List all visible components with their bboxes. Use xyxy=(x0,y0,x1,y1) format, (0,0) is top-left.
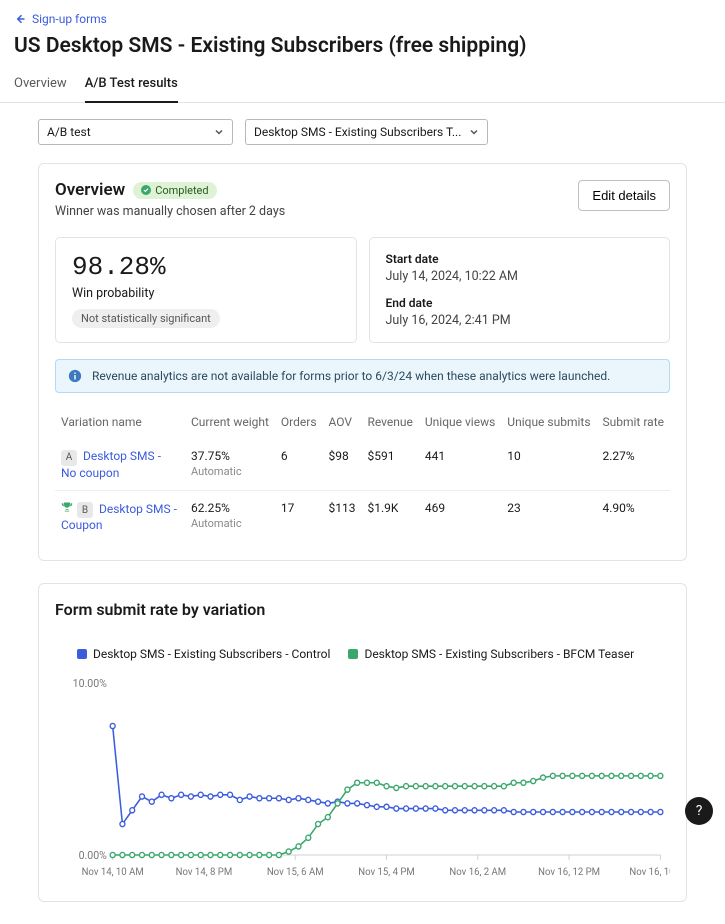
table-row: ADesktop SMS - No coupon37.75%Automatic6… xyxy=(55,439,670,490)
legend-label: Desktop SMS - Existing Subscribers - BFC… xyxy=(364,647,634,661)
tab-ab-test-results[interactable]: A/B Test results xyxy=(85,68,178,103)
cell-unique_submits: 10 xyxy=(501,439,596,490)
end-date-value: July 16, 2024, 2:41 PM xyxy=(386,313,654,328)
cell-submit_rate: 4.90% xyxy=(597,490,670,542)
chevron-down-icon xyxy=(214,127,224,137)
weight-sub: Automatic xyxy=(191,517,269,530)
check-circle-icon xyxy=(141,185,151,195)
th-orders: Orders xyxy=(275,405,323,439)
status-badge: Completed xyxy=(133,182,216,199)
status-badge-label: Completed xyxy=(155,184,208,197)
cell-unique_views: 441 xyxy=(419,439,501,490)
weight-value: 62.25% xyxy=(191,501,230,515)
page-title: US Desktop SMS - Existing Subscribers (f… xyxy=(0,30,725,68)
tab-overview[interactable]: Overview xyxy=(14,68,67,103)
info-icon xyxy=(68,369,82,383)
help-button[interactable]: ? xyxy=(685,797,713,825)
cell-aov: $113 xyxy=(323,490,362,542)
svg-text:0.00%: 0.00% xyxy=(79,849,107,862)
end-date-label: End date xyxy=(386,296,654,310)
th-variation: Variation name xyxy=(55,405,185,439)
legend-swatch xyxy=(77,649,87,659)
svg-text:Nov 16, 2 AM: Nov 16, 2 AM xyxy=(449,867,506,878)
legend-swatch xyxy=(348,649,358,659)
cell-aov: $98 xyxy=(323,439,362,490)
variation-marker: A xyxy=(61,450,77,466)
filter-variation-select[interactable]: Desktop SMS - Existing Subscribers T... xyxy=(245,119,488,145)
th-aov: AOV xyxy=(323,405,362,439)
submit-rate-chart: 10.00% 0.00% Nov 14, 10 AM Nov 14, 8 PM Nov … xyxy=(55,673,670,883)
variation-marker: B xyxy=(77,502,93,518)
info-banner: Revenue analytics are not available for … xyxy=(55,359,670,393)
cell-orders: 17 xyxy=(275,490,323,542)
filter-variation-value: Desktop SMS - Existing Subscribers T... xyxy=(254,125,461,139)
filter-row: A/B test Desktop SMS - Existing Subscrib… xyxy=(0,103,725,163)
trophy-icon xyxy=(61,502,73,516)
th-revenue: Revenue xyxy=(362,405,419,439)
cell-revenue: $1.9K xyxy=(362,490,419,542)
chevron-down-icon xyxy=(469,127,479,137)
th-unique-views: Unique views xyxy=(419,405,501,439)
breadcrumb-label: Sign-up forms xyxy=(32,12,107,26)
cell-submit_rate: 2.27% xyxy=(597,439,670,490)
win-probability-value: 98.28% xyxy=(72,252,340,282)
svg-text:10.00%: 10.00% xyxy=(73,677,107,690)
cell-orders: 6 xyxy=(275,439,323,490)
weight-sub: Automatic xyxy=(191,465,269,478)
overview-subtitle: Winner was manually chosen after 2 days xyxy=(55,204,285,219)
chart-legend: Desktop SMS - Existing Subscribers - Con… xyxy=(77,647,670,661)
cell-revenue: $591 xyxy=(362,439,419,490)
svg-text:Nov 16, 10 PM: Nov 16, 10 PM xyxy=(629,867,670,878)
start-date-label: Start date xyxy=(386,252,654,266)
svg-text:Nov 14, 8 PM: Nov 14, 8 PM xyxy=(176,867,233,878)
svg-text:Nov 15, 4 PM: Nov 15, 4 PM xyxy=(358,867,415,878)
cell-unique_submits: 23 xyxy=(501,490,596,542)
breadcrumb-back-link[interactable]: Sign-up forms xyxy=(0,0,121,30)
chart-card: Form submit rate by variation Desktop SM… xyxy=(38,583,687,902)
tabs: Overview A/B Test results xyxy=(0,68,725,103)
win-probability-box: 98.28% Win probability Not statistically… xyxy=(55,237,357,343)
significance-badge: Not statistically significant xyxy=(72,309,220,328)
start-date-value: July 14, 2024, 10:22 AM xyxy=(386,269,654,284)
svg-text:Nov 15, 6 AM: Nov 15, 6 AM xyxy=(267,867,324,878)
cell-unique_views: 469 xyxy=(419,490,501,542)
edit-details-button[interactable]: Edit details xyxy=(578,180,670,211)
info-banner-text: Revenue analytics are not available for … xyxy=(92,369,610,383)
weight-value: 37.75% xyxy=(191,449,230,463)
th-submit-rate: Submit rate xyxy=(597,405,670,439)
arrow-left-icon xyxy=(14,13,26,25)
legend-item: Desktop SMS - Existing Subscribers - BFC… xyxy=(348,647,634,661)
date-range-box: Start date July 14, 2024, 10:22 AM End d… xyxy=(369,237,671,343)
legend-label: Desktop SMS - Existing Subscribers - Con… xyxy=(93,647,330,661)
table-row: BDesktop SMS - Coupon62.25%Automatic17$1… xyxy=(55,490,670,542)
overview-card: Overview Completed Winner was manually c… xyxy=(38,163,687,561)
legend-item: Desktop SMS - Existing Subscribers - Con… xyxy=(77,647,330,661)
svg-text:Nov 14, 10 AM: Nov 14, 10 AM xyxy=(82,867,144,878)
th-weight: Current weight xyxy=(185,405,275,439)
th-unique-submits: Unique submits xyxy=(501,405,596,439)
chart-title: Form submit rate by variation xyxy=(55,600,670,619)
filter-ab-test-value: A/B test xyxy=(47,125,91,139)
win-probability-label: Win probability xyxy=(72,286,340,301)
overview-title: Overview xyxy=(55,180,125,200)
filter-ab-test-select[interactable]: A/B test xyxy=(38,119,233,145)
variations-table: Variation name Current weight Orders AOV… xyxy=(55,405,670,542)
svg-text:Nov 16, 12 PM: Nov 16, 12 PM xyxy=(538,867,600,878)
